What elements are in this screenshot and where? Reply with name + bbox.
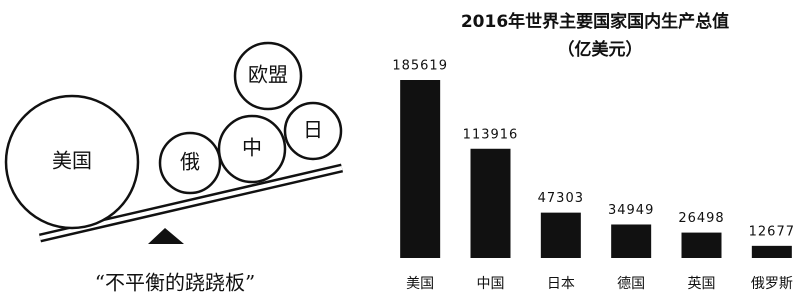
page: {"illustration": {"labels": ["美国", "俄", … <box>0 0 807 302</box>
bar <box>611 224 651 258</box>
bar <box>752 246 792 258</box>
bar <box>400 80 440 258</box>
chart-title: 2016年世界主要国家国内生产总值 <box>461 11 729 32</box>
bar <box>471 149 511 258</box>
value-label: 47303 <box>538 191 584 206</box>
value-label: 12677 <box>749 224 795 239</box>
country-label: 美国 <box>52 149 92 173</box>
country-label: 中 <box>242 136 262 160</box>
x-tick-label: 德国 <box>617 276 645 292</box>
x-tick-label: 美国 <box>406 276 434 292</box>
value-label: 26498 <box>678 211 724 226</box>
seesaw-illustration: 美国 俄 中 欧盟 日 “不平衡的跷跷板” <box>6 43 342 295</box>
x-tick-label: 中国 <box>477 276 505 292</box>
value-label: 113916 <box>463 127 519 142</box>
x-tick-label: 日本 <box>547 276 575 292</box>
bar <box>682 233 722 258</box>
caption: “不平衡的跷跷板” <box>95 271 255 295</box>
value-label: 185619 <box>392 59 448 74</box>
chart-subtitle: （亿美元） <box>558 39 643 60</box>
bar <box>541 213 581 258</box>
country-label: 俄 <box>180 150 200 174</box>
x-tick-label: 俄罗斯 <box>751 276 793 292</box>
country-label: 日 <box>303 118 323 142</box>
country-label: 欧盟 <box>248 63 288 87</box>
x-tick-label: 英国 <box>688 275 716 292</box>
value-label: 34949 <box>608 203 654 218</box>
figure: 美国 俄 中 欧盟 日 “不平衡的跷跷板” 2016年世界主要国家国内生产总值 … <box>0 0 807 302</box>
fulcrum <box>148 228 184 244</box>
